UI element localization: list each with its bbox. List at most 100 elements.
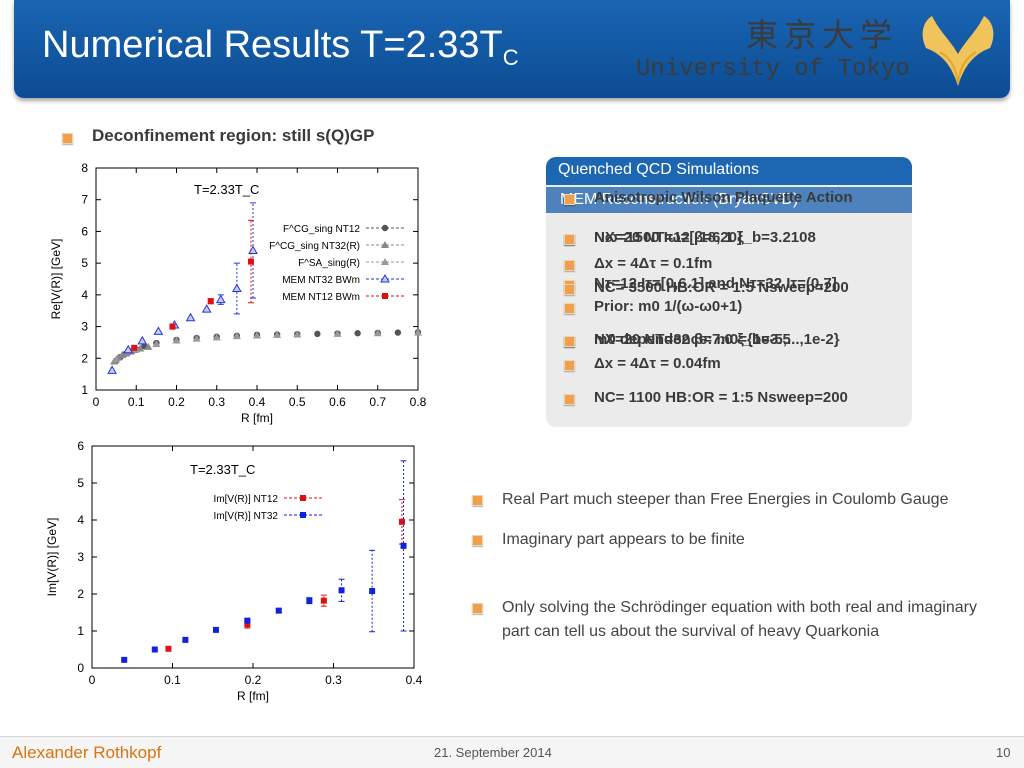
y-tick-label: 2: [77, 587, 84, 601]
section-bullet-icon: [62, 133, 73, 144]
footer-bar: [0, 737, 1024, 768]
series-1: [121, 460, 407, 663]
data-point: [244, 617, 251, 624]
data-point: [398, 518, 405, 525]
box-bullet-icon: [564, 394, 575, 405]
x-tick-label: 0.7: [369, 395, 386, 409]
data-point: [182, 636, 189, 643]
box-text-line: Nω=1500 Iω=[-18,20]: [594, 229, 742, 246]
right-bullet-text: Only solving the Schrödinger equation wi…: [502, 599, 977, 640]
legend-label: MEM NT32 BWm: [282, 275, 360, 286]
data-point: [381, 224, 389, 232]
x-tick-label: 0.2: [168, 395, 185, 409]
y-tick-label: 1: [77, 624, 84, 638]
author-name: Alexander Rothkopf: [12, 743, 162, 762]
data-point: [131, 344, 138, 351]
data-point: [253, 331, 261, 339]
real-part-chart: 0 0.1 0.2 0.3 0.4 0.5 0.6 0.7 0.8 1 2 3 4 5 6 7 8 R [fm] R…: [49, 161, 427, 425]
data-point: [275, 607, 282, 614]
plot-frame: [95, 167, 419, 391]
data-point: [381, 241, 389, 248]
box-bullet-icon: [564, 336, 575, 347]
box-header-mem: MEM Reconstruction (BryanSVD): [546, 187, 912, 213]
box-text-line: Prior: m0 1/(ω-ω0+1): [594, 298, 743, 315]
page-number: 10: [996, 745, 1011, 760]
page-title: Numerical Results T=2.33TC: [42, 24, 519, 70]
data-point: [300, 495, 306, 501]
legend-label: F^CG_sing NT32(R): [269, 241, 360, 252]
box-bullet-icon: [564, 194, 575, 205]
y-tick-label: 6: [81, 224, 88, 238]
data-point: [212, 333, 221, 341]
data-point: [293, 330, 302, 338]
x-tick-label: 0.3: [208, 395, 225, 409]
box-bullet-icon: [564, 360, 575, 371]
footer-divider: [0, 736, 1024, 737]
y-tick-label: 3: [81, 320, 88, 334]
data-point: [247, 258, 254, 265]
series-4: [131, 219, 254, 351]
x-tick-label: 0.2: [245, 673, 262, 687]
right-bullet-text: Real Part much steeper than Free Energie…: [502, 491, 949, 508]
data-point: [373, 329, 382, 337]
data-point: [107, 365, 117, 374]
data-point: [382, 293, 388, 299]
data-point: [333, 329, 342, 337]
series-2: [112, 328, 422, 363]
box-header-quenched: Quenched QCD Simulations: [546, 157, 912, 185]
data-point: [338, 587, 345, 594]
title-bar: Numerical Results T=2.33TC 東京大学 Universi…: [14, 0, 1010, 98]
data-point: [212, 626, 219, 633]
box-text-line: Δx = 4Δτ = 0.1fm: [594, 255, 713, 272]
y-tick-label: 1: [81, 383, 88, 397]
presentation-date: 21. September 2014: [434, 745, 552, 760]
data-point: [137, 335, 148, 345]
data-point: [314, 330, 321, 338]
data-point: [112, 355, 121, 363]
box-bullet-icon: [564, 284, 575, 295]
y-axis-label: Im[V(R)] [GeV]: [45, 518, 59, 597]
data-point: [400, 542, 407, 549]
box-bullet-icon: [564, 303, 575, 314]
x-tick-label: 0.8: [410, 395, 427, 409]
x-axis-label: R [fm]: [241, 411, 273, 425]
y-tick-label: 3: [77, 550, 84, 564]
legend-label: Im[V(R)] NT12: [214, 494, 279, 505]
y-tick-label: 4: [81, 288, 88, 302]
right-bullet-text: Imaginary part appears to be finite: [502, 531, 745, 548]
y-tick-label: 0: [77, 661, 84, 675]
y-tick-label: 4: [77, 513, 84, 527]
data-point: [215, 294, 226, 304]
x-tick-label: 0.1: [164, 673, 181, 687]
box-text-line: Δx = 4Δτ = 0.04fm: [594, 355, 721, 372]
right-bullet-icon: [472, 495, 483, 506]
x-tick-label: 0.3: [325, 673, 342, 687]
x-tick-label: 0.6: [329, 395, 346, 409]
chart-annotation: T=2.33T_C: [190, 462, 255, 477]
y-tick-label: 7: [81, 193, 88, 207]
data-point: [300, 512, 306, 518]
data-point: [144, 342, 153, 350]
y-tick-label: 8: [81, 161, 88, 175]
data-point: [273, 330, 282, 338]
x-tick-label: 0: [89, 673, 96, 687]
chart-annotation: T=2.33T_C: [194, 182, 259, 197]
university-japanese-name: 東京大学: [746, 16, 899, 54]
box-text-line: m0 dependence: m0={1e-5,...,1e-2}: [594, 331, 840, 348]
x-tick-label: 0.4: [406, 673, 423, 687]
box-text-line: Anisotropic Wilson Plaquette Action: [594, 189, 853, 206]
x-tick-label: 0.4: [249, 395, 266, 409]
data-point: [320, 597, 327, 604]
data-point: [201, 304, 212, 313]
data-point: [153, 326, 164, 335]
box-text-line: NX=20 NT=12 β=6.1 ξ_b=3.2108: [594, 229, 816, 246]
data-point: [121, 656, 128, 663]
legend-label: Im[V(R)] NT32: [214, 511, 279, 522]
data-point: [394, 329, 402, 336]
data-point: [192, 334, 201, 342]
legend-label: F^CG_sing NT12: [283, 224, 360, 235]
y-tick-label: 6: [77, 439, 84, 453]
x-axis-label: R [fm]: [237, 689, 269, 703]
box-text-line: NC= 1100 HB:OR = 1:5 Nsweep=200: [594, 389, 848, 406]
y-tick-label: 5: [77, 476, 84, 490]
